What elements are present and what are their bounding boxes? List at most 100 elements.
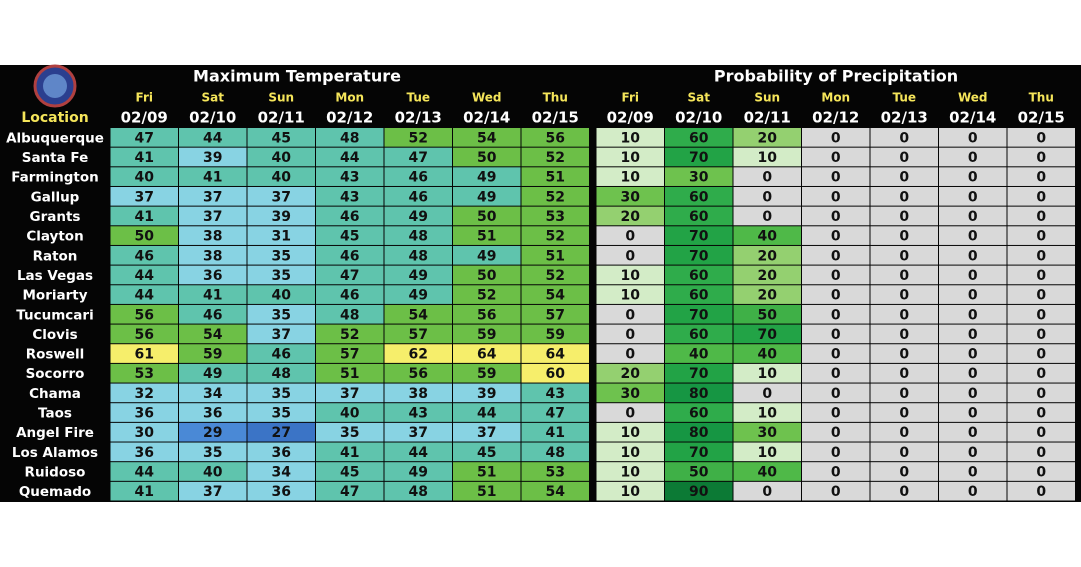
temp-value: 35 [340,425,359,441]
temp-value: 35 [272,268,291,284]
precip-cell [1007,128,1075,147]
temp-value: 34 [272,465,292,481]
temp-value: 36 [135,445,154,461]
day-label: Mon [821,91,850,105]
precip-value: 0 [831,229,841,245]
temp-value: 35 [272,386,291,402]
temp-value: 52 [546,268,565,284]
precip-value: 0 [968,327,978,343]
temp-cell [110,344,178,363]
precip-value: 10 [621,484,641,500]
precip-cell [802,147,870,167]
precip-cell [802,462,870,481]
temp-value: 49 [477,248,496,264]
precip-cell [733,324,801,344]
precip-cell [1007,285,1075,304]
precip-cell [802,265,870,285]
temp-value: 51 [546,170,565,186]
temp-cell [316,363,384,383]
temp-cell [247,304,315,324]
precip-cell [665,481,733,501]
precip-value: 60 [689,406,709,422]
precip-cell [802,363,870,383]
precip-cell [596,442,664,462]
precip-value: 0 [831,307,841,323]
precip-cell [733,285,801,304]
precip-cell [1007,383,1075,403]
precip-value: 70 [689,248,709,264]
temp-cell [521,128,589,147]
location-label: Taos [38,406,72,422]
temp-cell [521,383,589,403]
temp-cell [179,422,247,442]
temp-value: 51 [477,465,496,481]
temp-value: 29 [203,425,222,441]
precip-value: 10 [621,288,641,304]
temp-value: 50 [477,268,497,284]
temp-cell [247,167,315,186]
temp-value: 38 [409,386,428,402]
precip-value: 0 [831,406,841,422]
precip-value: 0 [1036,189,1046,205]
temp-cell [110,245,178,265]
precip-cell [870,206,938,226]
temp-value: 45 [272,130,291,146]
date-label: 02/09 [607,109,654,127]
date-label: 02/10 [189,109,236,127]
temperature-title: Maximum Temperature [193,67,401,86]
temp-value: 40 [272,288,292,304]
precip-value: 70 [689,445,709,461]
precip-value: 10 [621,445,641,461]
temp-value: 46 [272,347,291,363]
precip-cell [870,403,938,422]
precip-cell [665,147,733,167]
precip-cell [802,285,870,304]
temp-cell [179,167,247,186]
temp-value: 34 [203,386,223,402]
precip-cell [733,462,801,481]
temp-value: 45 [340,465,359,481]
temp-cell [110,363,178,383]
temp-value: 44 [135,268,155,284]
precip-cell [870,363,938,383]
temp-cell [316,147,384,167]
temp-value: 40 [272,150,292,166]
precip-value: 0 [1036,465,1046,481]
precip-value: 0 [831,327,841,343]
temp-value: 48 [409,229,428,245]
temp-cell [110,422,178,442]
precip-value: 80 [689,425,709,441]
temp-cell [247,344,315,363]
logo [33,64,77,108]
precip-cell [802,344,870,363]
temp-cell [179,226,247,245]
precip-value: 70 [758,327,778,343]
location-label: Grants [30,209,81,225]
temp-value: 41 [135,150,154,166]
precip-cell [1007,245,1075,265]
precip-value: 0 [968,366,978,382]
temp-cell [384,363,452,383]
precip-cell [596,383,664,403]
precip-cell [1007,442,1075,462]
date-label: 02/09 [121,109,168,127]
date-label: 02/15 [1018,109,1065,127]
precip-value: 0 [899,248,909,264]
precip-value: 0 [1036,209,1046,225]
precip-value: 0 [831,425,841,441]
precip-value: 0 [899,386,909,402]
temp-cell [247,226,315,245]
day-label: Sat [202,91,225,105]
precip-cell [665,285,733,304]
temp-value: 52 [340,327,359,343]
precip-cell [665,206,733,226]
temp-value: 47 [340,484,359,500]
temp-value: 30 [135,425,155,441]
temp-value: 60 [546,366,566,382]
precip-title: Probability of Precipitation [714,67,958,86]
precip-value: 60 [689,268,709,284]
temp-cell [521,481,589,501]
temp-value: 37 [272,327,291,343]
temp-cell [179,304,247,324]
